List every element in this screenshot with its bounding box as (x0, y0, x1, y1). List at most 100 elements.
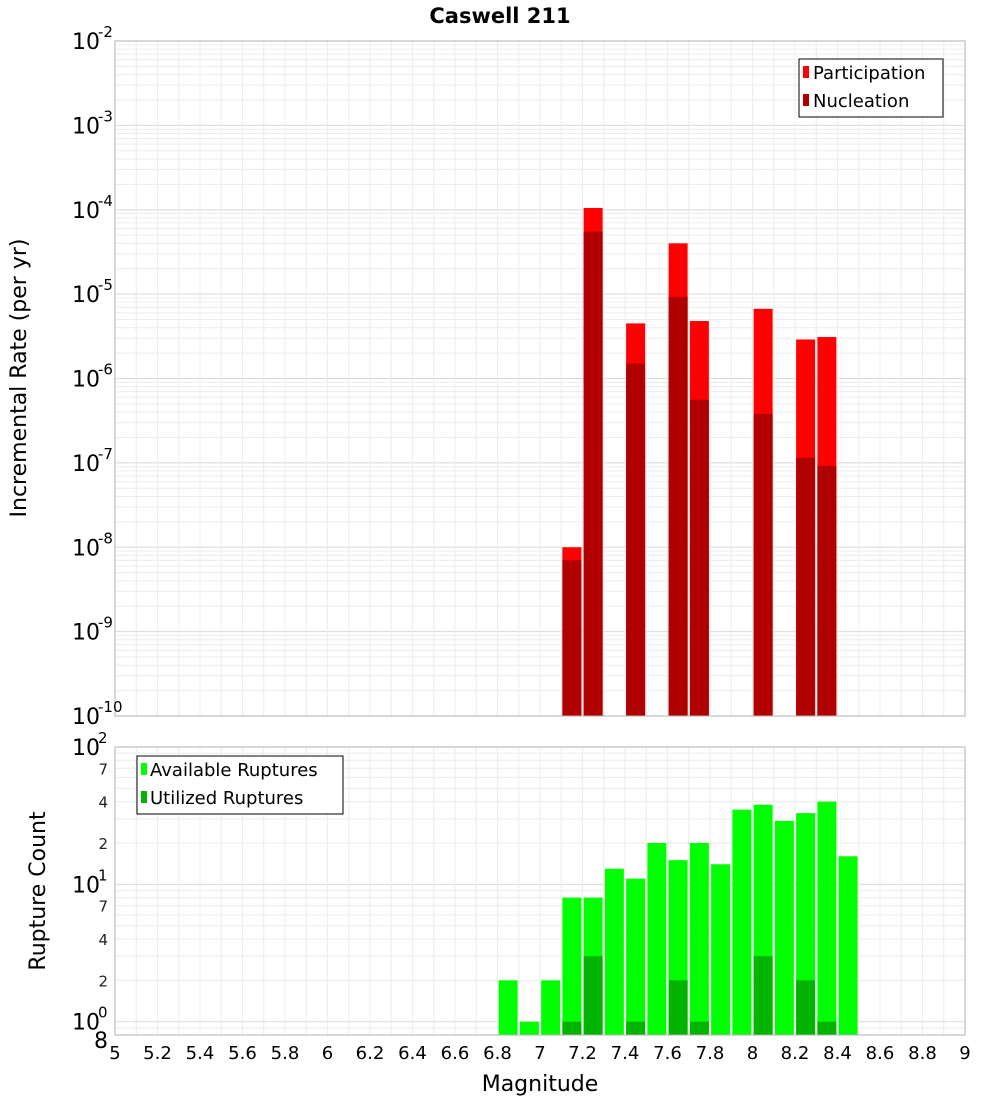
x-tick-label: 6.6 (441, 1043, 470, 1064)
x-tick-label: 6 (322, 1043, 333, 1064)
available-ruptures-bar (541, 980, 561, 1035)
top-y-tick-base: 10 (72, 621, 100, 646)
utilized-ruptures-bar (626, 1021, 646, 1035)
available-ruptures-bar (689, 843, 709, 1035)
available-ruptures-bar (732, 809, 752, 1035)
available-ruptures-bar (838, 856, 858, 1035)
utilized-ruptures-bar (689, 1021, 709, 1035)
x-tick-label: 5.2 (143, 1043, 172, 1064)
bottom-y-minor-tick: 7 (98, 898, 108, 916)
x-tick-label: 8.8 (908, 1043, 937, 1064)
x-tick-label: 7.6 (653, 1043, 682, 1064)
bottom-y-tick: 7 (98, 898, 108, 916)
available-ruptures-bar (774, 820, 794, 1035)
available-ruptures-bar (498, 980, 518, 1035)
top-y-tick-exponent: -5 (98, 276, 113, 294)
utilized-ruptures-bar (817, 1021, 837, 1035)
bottom-y-tick-exponent: 0 (98, 1004, 108, 1022)
x-tick-label: 6.8 (483, 1043, 512, 1064)
top-legend-label: Participation (813, 63, 925, 84)
bottom-y-tick: 2 (98, 835, 108, 853)
bottom-y-tick-base: 10 (72, 873, 100, 898)
top-y-axis-label: Incremental Rate (per yr) (7, 239, 32, 518)
top-y-tick-base: 10 (72, 452, 100, 477)
top-legend-label: Nucleation (813, 91, 909, 112)
top-y-tick-exponent: -9 (98, 614, 113, 632)
nucleation-bar (668, 296, 688, 716)
top-y-tick-exponent: -10 (98, 698, 123, 716)
x-tick-label: 8.6 (866, 1043, 895, 1064)
nucleation-bar (626, 363, 646, 716)
utilized-ruptures-bar (668, 980, 688, 1035)
top-y-tick-base: 10 (72, 705, 100, 730)
x-tick-label: 5 (109, 1043, 120, 1064)
top-gridlines (114, 41, 966, 717)
x-tick-label: 7.2 (568, 1043, 597, 1064)
top-y-tick-exponent: -3 (98, 107, 113, 125)
x-tick-label: 6.2 (356, 1043, 385, 1064)
utilized-ruptures-bar (796, 980, 816, 1035)
x-tick-labels: 5 5.2 5.4 5.6 5.8 6 6.2 6.4 6.6 6.8 7 7.2 7.4 7.6 7.8 8… (109, 1043, 970, 1064)
top-y-tick-exponent: -4 (98, 192, 113, 210)
bottom-y-tick: 8 (94, 1029, 108, 1054)
utilized-ruptures-bar (562, 1021, 582, 1035)
top-bars (562, 207, 837, 717)
nucleation-bar (689, 399, 709, 716)
x-tick-label: 8.4 (823, 1043, 852, 1064)
bottom-y-minor-tick: 4 (98, 931, 108, 949)
bottom-y-minor-tick: 7 (98, 760, 108, 778)
top-legend: Participation Nucleation (798, 58, 944, 118)
utilized-ruptures-bar (753, 956, 773, 1035)
bottom-y-tick: 2 (98, 972, 108, 990)
bottom-y-tick: 4 (98, 794, 108, 812)
bottom-y-minor-tick: 2 (98, 835, 108, 853)
nucleation-bar (562, 560, 582, 716)
x-axis-label: Magnitude (482, 1072, 599, 1097)
top-plot-frame (114, 40, 966, 717)
bottom-legend-label: Available Ruptures (150, 760, 318, 781)
x-tick-label: 6.4 (398, 1043, 427, 1064)
nucleation-bar (583, 231, 603, 716)
available-ruptures-bar (604, 868, 624, 1035)
top-y-tick: 10-3 (72, 107, 113, 139)
bottom-y-tick-base: 10 (72, 1011, 100, 1036)
top-legend-swatch (803, 94, 809, 106)
bottom-bars (498, 801, 858, 1035)
x-tick-label: 5.6 (228, 1043, 257, 1064)
top-y-tick: 10-7 (72, 445, 113, 477)
x-tick-label: 7.8 (696, 1043, 725, 1064)
x-tick-label: 8 (747, 1043, 758, 1064)
top-y-tick-base: 10 (72, 30, 100, 55)
bottom-legend: Available Ruptures Utilized Ruptures (136, 755, 344, 815)
nucleation-bar (753, 413, 773, 716)
top-y-tick-base: 10 (72, 199, 100, 224)
bottom-legend-box (136, 755, 344, 815)
bottom-legend-label: Utilized Ruptures (150, 788, 303, 809)
top-y-tick: 10-10 (72, 698, 123, 730)
top-y-tick: 10-5 (72, 276, 113, 308)
x-tick-label: 7 (534, 1043, 545, 1064)
bottom-y-tick-base: 10 (72, 736, 100, 761)
top-y-tick-exponent: -2 (98, 23, 113, 41)
available-ruptures-bar (796, 813, 816, 1035)
top-y-tick-exponent: -8 (98, 529, 113, 547)
bottom-y-tick-exponent: 2 (98, 729, 108, 747)
available-ruptures-bar (519, 1021, 539, 1035)
bottom-y-minor-tick: 2 (98, 972, 108, 990)
available-ruptures-bar (626, 878, 646, 1035)
top-y-tick: 10-6 (72, 361, 113, 393)
bottom-legend-swatch (141, 763, 147, 775)
bottom-y-minor-tick: 8 (94, 1029, 108, 1054)
bottom-y-minor-tick: 4 (98, 794, 108, 812)
top-y-tick-base: 10 (72, 368, 100, 393)
top-y-tick: 10-2 (72, 23, 113, 55)
bottom-y-tick: 100 (72, 1004, 108, 1036)
top-y-tick-base: 10 (72, 536, 100, 561)
top-y-tick: 10-4 (72, 192, 113, 224)
bottom-legend-swatch (141, 791, 147, 803)
